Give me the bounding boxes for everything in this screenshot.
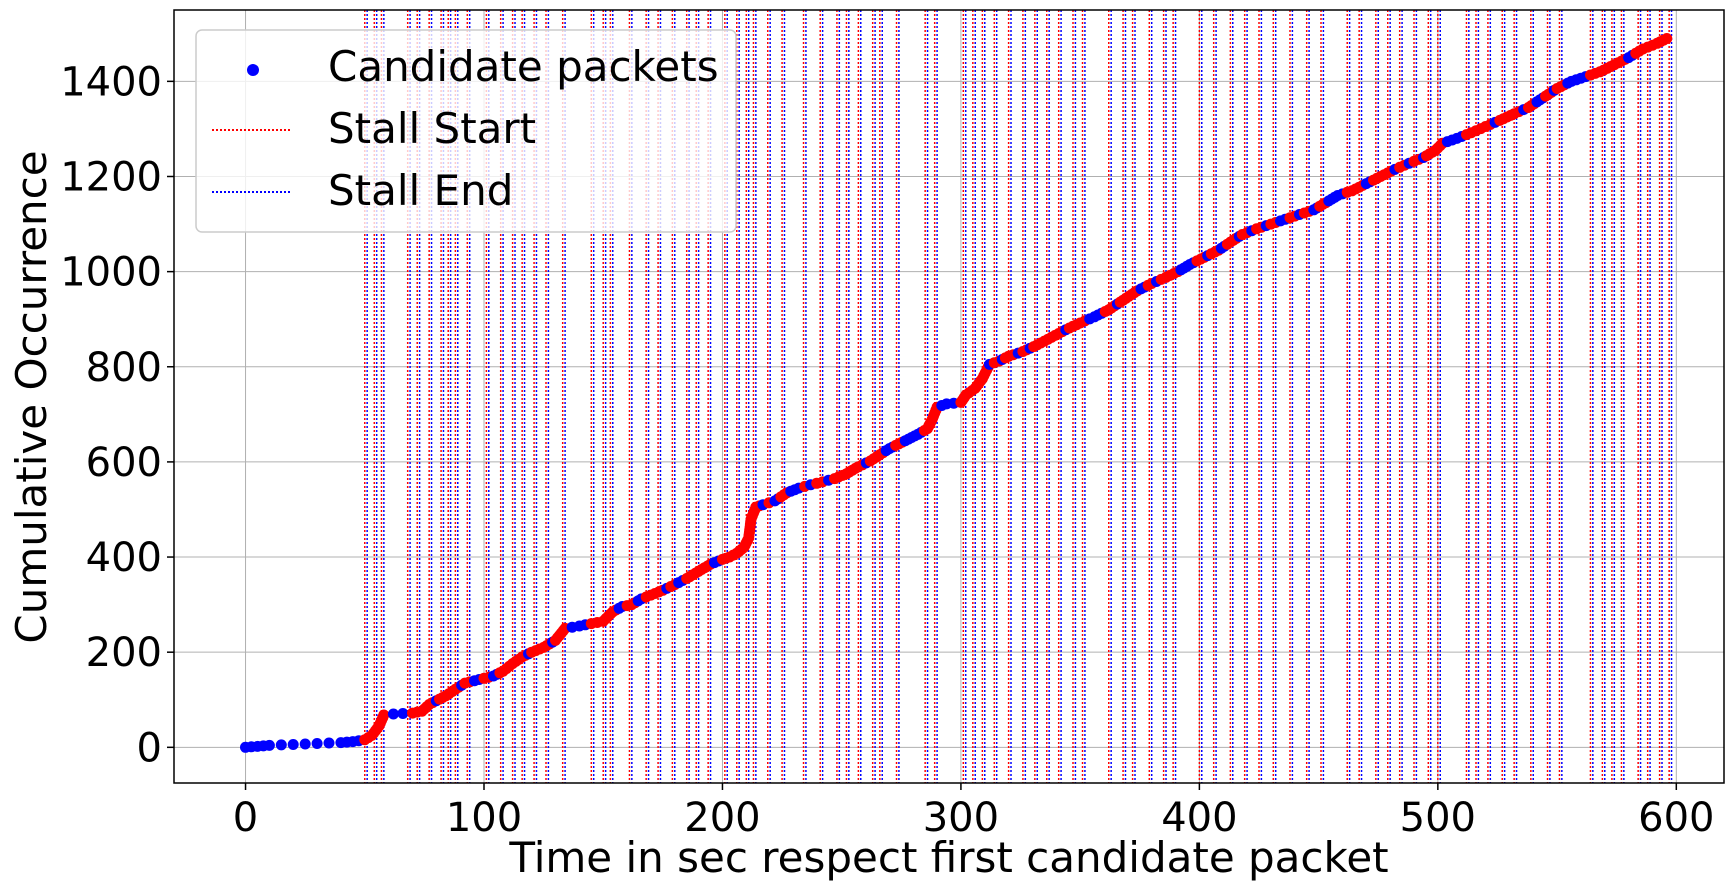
data-point — [299, 738, 311, 750]
legend-marker-candidate — [247, 64, 259, 76]
y-tick-label: 1200 — [60, 154, 162, 200]
y-tick-label: 800 — [86, 345, 162, 391]
data-point — [275, 739, 287, 751]
legend-box — [195, 29, 737, 233]
y-tick-label: 1000 — [60, 250, 162, 296]
legend-label-candidate: Candidate packets — [328, 42, 719, 91]
data-point — [311, 738, 323, 749]
x-tick-label: 100 — [446, 795, 522, 841]
x-tick-label: 400 — [1161, 795, 1237, 841]
data-point — [263, 739, 275, 751]
data-points — [240, 33, 1673, 753]
y-tick-label: 1400 — [60, 59, 162, 105]
y-axis-label: Cumulative Occurrence — [7, 150, 56, 643]
plot-frame — [173, 9, 1725, 784]
data-point — [1661, 33, 1673, 44]
tick-labels: 0 100 200 300 400 500 600 0 200 400 600 800 1000 1200… — [60, 59, 1714, 841]
x-axis-label: Time in sec respect first candidate pack… — [508, 833, 1388, 882]
data-point — [287, 739, 299, 750]
data-point — [387, 708, 399, 720]
data-point — [397, 708, 409, 719]
x-tick-label: 0 — [233, 795, 258, 841]
x-tick-label: 200 — [684, 795, 760, 841]
legend-label-stall-end: Stall End — [328, 166, 513, 215]
data-point — [323, 737, 335, 749]
x-tick-label: 300 — [923, 795, 999, 841]
x-tick-label: 600 — [1638, 795, 1714, 841]
x-tick-label: 500 — [1400, 795, 1476, 841]
y-tick-label: 400 — [86, 535, 162, 581]
y-tick-label: 200 — [86, 630, 162, 676]
legend: Candidate packets Stall Start Stall End — [195, 29, 737, 233]
y-tick-label: 0 — [137, 725, 162, 771]
y-tick-label: 600 — [86, 440, 162, 486]
legend-label-stall-start: Stall Start — [328, 104, 536, 153]
data-point — [378, 709, 390, 721]
